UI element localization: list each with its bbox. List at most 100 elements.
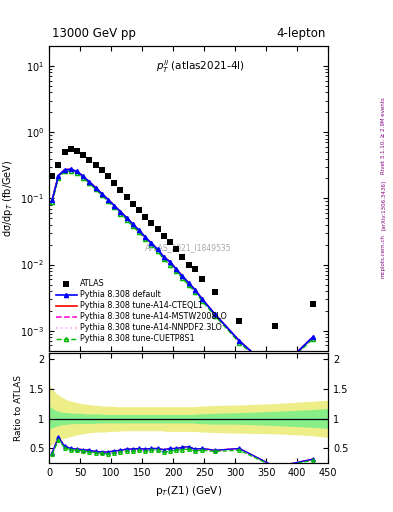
Pythia 8.308 tune-A14-NNPDF2.3LO	[56, 173, 61, 179]
Pythia 8.308 tune-A14-CTEQL1	[143, 234, 148, 240]
Y-axis label: dσ/dp$_T$ (fb/GeV): dσ/dp$_T$ (fb/GeV)	[1, 160, 15, 237]
Text: Rivet 3.1.10, ≥ 2.9M events: Rivet 3.1.10, ≥ 2.9M events	[381, 97, 386, 174]
Pythia 8.308 tune-A14-CTEQL1	[180, 273, 185, 279]
Pythia 8.308 tune-A14-NNPDF2.3LO	[99, 190, 104, 197]
Pythia 8.308 tune-A14-MSTW2008LO	[200, 296, 205, 302]
Pythia 8.308 tune-CUETP8S1	[237, 339, 242, 346]
Pythia 8.308 tune-A14-MSTW2008LO	[155, 246, 160, 252]
Pythia 8.308 tune-A14-NNPDF2.3LO	[174, 266, 178, 272]
ATLAS	[186, 262, 191, 268]
Pythia 8.308 tune-A14-MSTW2008LO	[180, 273, 185, 279]
Pythia 8.308 tune-A14-CTEQL1	[93, 185, 98, 191]
ATLAS	[130, 201, 135, 207]
Pythia 8.308 tune-A14-NNPDF2.3LO	[124, 215, 129, 221]
Pythia 8.308 tune-A14-MSTW2008LO	[124, 215, 129, 221]
Pythia 8.308 tune-CUETP8S1	[112, 204, 117, 210]
ATLAS	[99, 167, 104, 173]
Pythia 8.308 tune-A14-NNPDF2.3LO	[112, 202, 117, 208]
Pythia 8.308 tune-A14-CTEQL1	[237, 338, 242, 344]
Pythia 8.308 default	[200, 296, 205, 302]
ATLAS	[56, 162, 61, 168]
Pythia 8.308 default	[310, 334, 315, 340]
Pythia 8.308 tune-CUETP8S1	[162, 257, 166, 263]
Pythia 8.308 tune-A14-CTEQL1	[112, 202, 117, 208]
Pythia 8.308 default	[162, 254, 166, 260]
Text: 4-lepton: 4-lepton	[276, 27, 325, 40]
Pythia 8.308 tune-A14-NNPDF2.3LO	[75, 168, 79, 175]
Pythia 8.308 tune-CUETP8S1	[124, 217, 129, 223]
Pythia 8.308 tune-A14-NNPDF2.3LO	[62, 167, 67, 173]
Line: ATLAS: ATLAS	[50, 146, 316, 328]
Pythia 8.308 default	[56, 173, 61, 179]
Pythia 8.308 default	[118, 208, 123, 215]
Pythia 8.308 default	[62, 167, 67, 173]
Pythia 8.308 tune-A14-MSTW2008LO	[137, 227, 141, 233]
Pythia 8.308 tune-A14-CTEQL1	[174, 266, 178, 272]
Pythia 8.308 tune-A14-NNPDF2.3LO	[130, 221, 135, 227]
Line: Pythia 8.308 tune-A14-MSTW2008LO: Pythia 8.308 tune-A14-MSTW2008LO	[52, 169, 313, 373]
Text: $p_T^{ll}$ (atlas2021-4l): $p_T^{ll}$ (atlas2021-4l)	[156, 58, 244, 75]
ATLAS	[50, 173, 55, 179]
Pythia 8.308 default	[168, 259, 173, 265]
ATLAS	[162, 233, 166, 239]
Pythia 8.308 tune-A14-NNPDF2.3LO	[212, 311, 217, 317]
Pythia 8.308 tune-CUETP8S1	[56, 175, 61, 181]
Pythia 8.308 default	[174, 266, 178, 272]
Pythia 8.308 tune-A14-NNPDF2.3LO	[143, 234, 148, 240]
Pythia 8.308 tune-CUETP8S1	[310, 336, 315, 342]
Text: [arXiv:1306.3436]: [arXiv:1306.3436]	[381, 180, 386, 230]
Pythia 8.308 tune-A14-NNPDF2.3LO	[237, 338, 242, 344]
Pythia 8.308 tune-CUETP8S1	[186, 282, 191, 288]
Pythia 8.308 tune-A14-CTEQL1	[56, 173, 61, 179]
Pythia 8.308 default	[87, 179, 92, 185]
Pythia 8.308 tune-A14-CTEQL1	[81, 174, 86, 180]
Pythia 8.308 tune-A14-MSTW2008LO	[212, 311, 217, 317]
Pythia 8.308 tune-A14-CTEQL1	[310, 334, 315, 340]
Pythia 8.308 tune-A14-NNPDF2.3LO	[310, 333, 315, 339]
Pythia 8.308 default	[81, 174, 86, 180]
Pythia 8.308 tune-A14-NNPDF2.3LO	[93, 185, 98, 191]
Pythia 8.308 default	[143, 234, 148, 240]
Pythia 8.308 tune-A14-CTEQL1	[124, 215, 129, 221]
ATLAS	[124, 194, 129, 200]
Pythia 8.308 tune-A14-CTEQL1	[75, 168, 79, 175]
ATLAS	[68, 146, 73, 153]
Text: ATLAS_2021_I1849535: ATLAS_2021_I1849535	[145, 243, 232, 251]
Pythia 8.308 tune-CUETP8S1	[212, 312, 217, 318]
Pythia 8.308 tune-CUETP8S1	[143, 237, 148, 243]
Pythia 8.308 tune-A14-MSTW2008LO	[68, 166, 73, 173]
Pythia 8.308 default	[149, 240, 154, 246]
Pythia 8.308 tune-A14-CTEQL1	[168, 259, 173, 265]
ATLAS	[200, 276, 205, 282]
Line: Pythia 8.308 tune-CUETP8S1: Pythia 8.308 tune-CUETP8S1	[50, 168, 315, 376]
Pythia 8.308 tune-A14-MSTW2008LO	[174, 266, 178, 272]
Pythia 8.308 tune-A14-CTEQL1	[137, 227, 141, 233]
Pythia 8.308 tune-A14-CTEQL1	[273, 370, 278, 376]
Pythia 8.308 tune-A14-CTEQL1	[50, 197, 55, 203]
ATLAS	[87, 157, 92, 163]
ATLAS	[168, 239, 173, 245]
Pythia 8.308 tune-A14-CTEQL1	[193, 286, 197, 292]
Pythia 8.308 tune-A14-CTEQL1	[130, 221, 135, 227]
Pythia 8.308 tune-CUETP8S1	[68, 167, 73, 174]
Pythia 8.308 tune-A14-CTEQL1	[68, 166, 73, 173]
Legend: ATLAS, Pythia 8.308 default, Pythia 8.308 tune-A14-CTEQL1, Pythia 8.308 tune-A14: ATLAS, Pythia 8.308 default, Pythia 8.30…	[53, 276, 230, 347]
ATLAS	[62, 149, 67, 155]
Pythia 8.308 tune-CUETP8S1	[200, 298, 205, 304]
Pythia 8.308 tune-CUETP8S1	[81, 175, 86, 181]
ATLAS	[106, 173, 110, 179]
ATLAS	[149, 220, 154, 226]
Pythia 8.308 tune-CUETP8S1	[106, 198, 110, 204]
Pythia 8.308 tune-A14-NNPDF2.3LO	[162, 254, 166, 260]
Y-axis label: Ratio to ATLAS: Ratio to ATLAS	[14, 375, 23, 441]
Pythia 8.308 tune-A14-NNPDF2.3LO	[273, 370, 278, 376]
Pythia 8.308 tune-A14-MSTW2008LO	[130, 221, 135, 227]
Pythia 8.308 default	[106, 197, 110, 203]
Line: Pythia 8.308 tune-A14-CTEQL1: Pythia 8.308 tune-A14-CTEQL1	[52, 169, 313, 373]
Pythia 8.308 tune-A14-NNPDF2.3LO	[168, 259, 173, 265]
ATLAS	[180, 254, 185, 260]
Pythia 8.308 tune-A14-NNPDF2.3LO	[149, 240, 154, 246]
Pythia 8.308 tune-A14-MSTW2008LO	[273, 370, 278, 376]
Pythia 8.308 tune-A14-NNPDF2.3LO	[155, 246, 160, 252]
Pythia 8.308 tune-CUETP8S1	[50, 199, 55, 205]
